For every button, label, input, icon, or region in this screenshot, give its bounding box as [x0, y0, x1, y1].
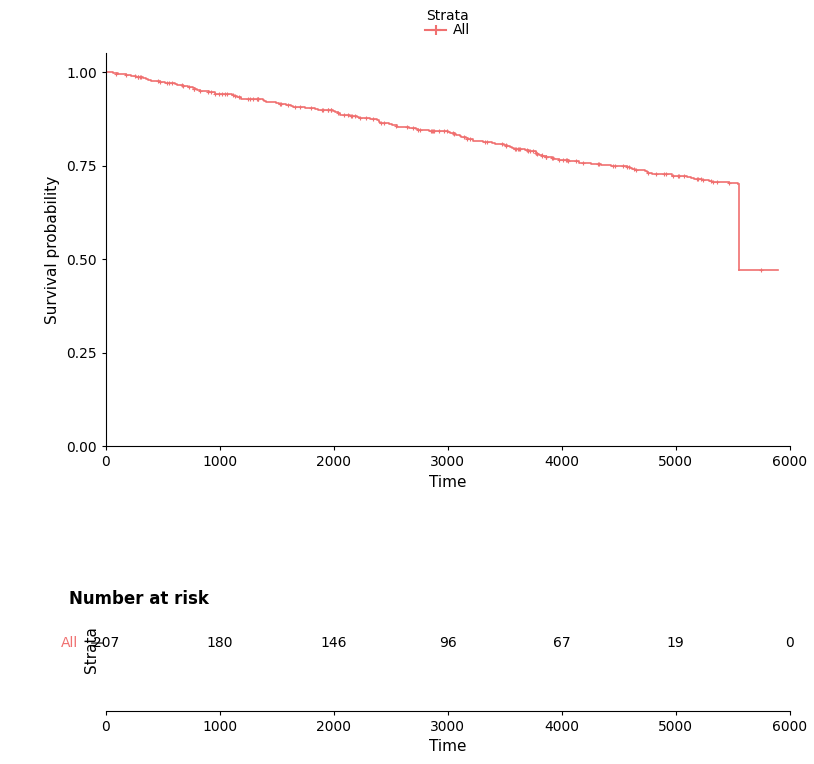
Y-axis label: Strata: Strata [84, 626, 98, 672]
Text: Number at risk: Number at risk [69, 591, 209, 608]
Text: 96: 96 [439, 636, 457, 650]
Text: 19: 19 [667, 636, 685, 650]
Text: 146: 146 [321, 636, 347, 650]
Text: All: All [61, 636, 78, 650]
Text: 207: 207 [93, 636, 119, 650]
Y-axis label: Survival probability: Survival probability [46, 176, 60, 324]
X-axis label: Time: Time [429, 739, 466, 754]
Text: 67: 67 [553, 636, 571, 650]
Text: 180: 180 [207, 636, 233, 650]
Text: 0: 0 [786, 636, 794, 650]
Legend: All: All [425, 9, 470, 37]
X-axis label: Time: Time [429, 474, 466, 490]
